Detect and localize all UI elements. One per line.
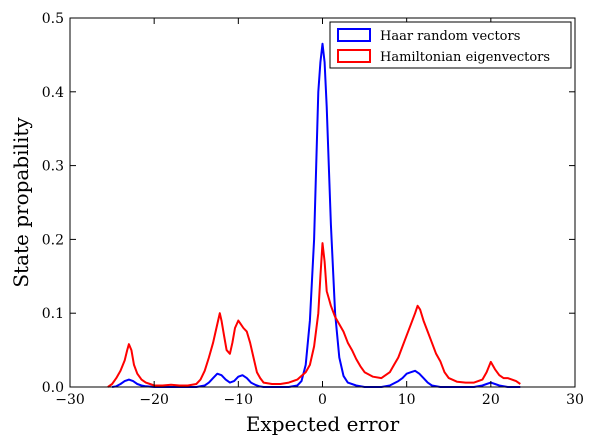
x-tick-label: 30 xyxy=(566,392,584,408)
legend-label: Hamiltonian eigenvectors xyxy=(380,50,550,65)
legend-label: Haar random vectors xyxy=(380,29,520,44)
legend: Haar random vectors Hamiltonian eigenvect… xyxy=(329,21,572,69)
legend-swatch xyxy=(337,49,371,63)
legend-swatch xyxy=(337,28,371,42)
x-tick-label: −30 xyxy=(55,392,85,408)
axis-ticks: −30 −20 −10 0 10 20 30 0.0 0.1 0.2 0.3 0.4 0.5 xyxy=(42,11,584,408)
series-line-hamiltonian-eigenvectors xyxy=(107,242,521,388)
x-tick-label: 0 xyxy=(318,392,327,408)
x-tick-label: −20 xyxy=(139,392,169,408)
y-tick-label: 0.5 xyxy=(42,11,64,27)
y-tick-label: 0.1 xyxy=(42,306,64,322)
x-tick-label: −10 xyxy=(224,392,254,408)
y-tick-label: 0.3 xyxy=(42,159,64,175)
x-axis-title: Expected error xyxy=(246,412,400,435)
y-tick-label: 0.0 xyxy=(42,380,64,396)
y-tick-label: 0.2 xyxy=(42,232,64,248)
x-tick-label: 10 xyxy=(398,392,416,408)
y-axis-title: State propability xyxy=(9,117,33,288)
y-tick-label: 0.4 xyxy=(42,85,64,101)
x-tick-label: 20 xyxy=(482,392,500,408)
